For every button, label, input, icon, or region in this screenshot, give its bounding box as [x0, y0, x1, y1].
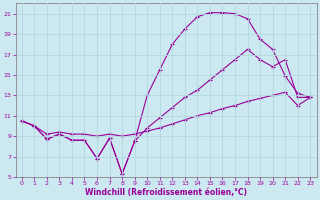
X-axis label: Windchill (Refroidissement éolien,°C): Windchill (Refroidissement éolien,°C): [85, 188, 247, 197]
